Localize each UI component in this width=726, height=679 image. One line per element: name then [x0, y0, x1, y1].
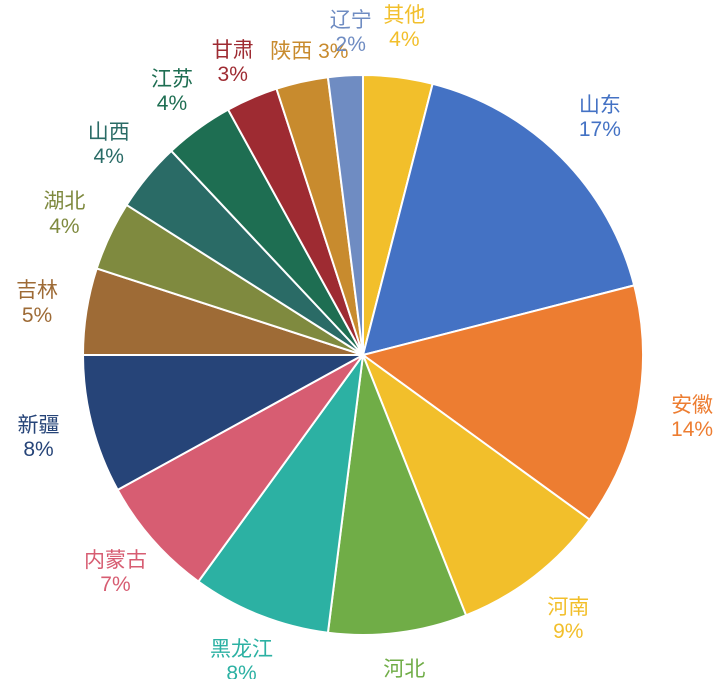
pie-svg [0, 0, 726, 679]
pie-chart: 其他4%山东17%安徽14%河南9%河北8%黑龙江8%内蒙古7%新疆8%吉林5%… [0, 0, 726, 679]
